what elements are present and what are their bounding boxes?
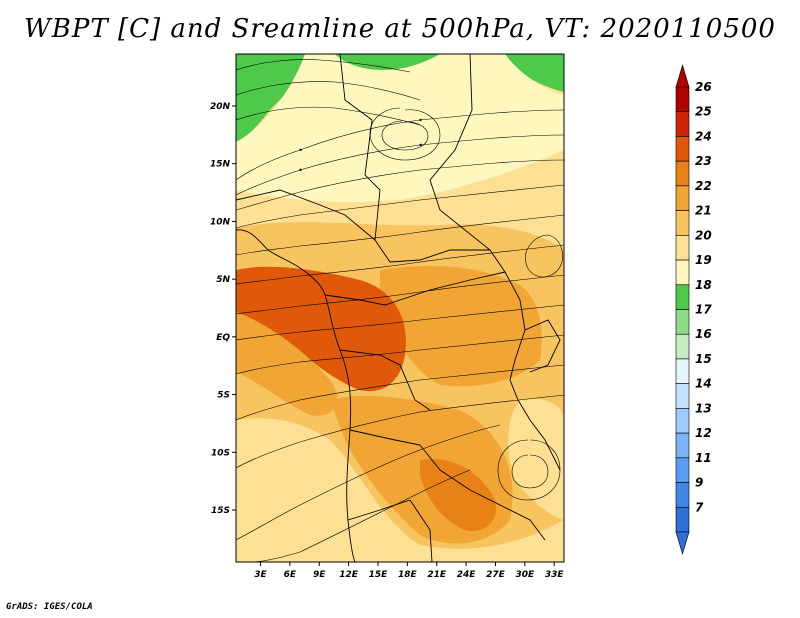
colorbar: 7 9 11 12 13 14 15 16 17 18 19 20 21 22 23 24 25 26: [675, 63, 712, 556]
streamline: [236, 106, 421, 126]
colorbar-label: 25: [695, 105, 712, 119]
region-east-pale: [508, 398, 564, 520]
colorbar-label: 23: [695, 154, 712, 168]
colorbar-segment: [675, 111, 690, 137]
colorbar-label: 13: [695, 401, 712, 415]
streamline-vortex: [369, 107, 441, 161]
chart-title: WBPT [C] and Sreamline at 500hPa, VT: 20…: [24, 14, 776, 44]
colorbar-label: 24: [695, 129, 712, 143]
streamline: [236, 134, 564, 196]
region-core-congo: [236, 266, 406, 392]
x-tick-label: 27E: [486, 570, 506, 580]
colorbar-segment: [675, 506, 690, 533]
x-tick-label: 15E: [369, 570, 389, 580]
streamline-vortex: [381, 120, 429, 151]
y-axis: 20N 15N 10N 5N EQ 5S 10S 15S: [210, 102, 236, 516]
colorbar-label: 12: [695, 426, 712, 440]
y-tick-label: 15N: [210, 160, 231, 170]
colorbar-segment: [675, 136, 690, 162]
colorbar-label: 17: [695, 303, 712, 317]
colorbar-segment: [675, 86, 690, 113]
streamline: [236, 109, 564, 181]
colorbar-label: 16: [695, 327, 712, 341]
colorbar-label: 9: [695, 476, 703, 490]
region-north-green-east: [505, 54, 564, 92]
colorbar-segment: [675, 358, 690, 384]
map-frame: [235, 53, 565, 563]
x-tick-label: 33E: [545, 570, 565, 580]
streamline: [236, 81, 421, 101]
colorbar-label: 21: [695, 204, 712, 218]
streamline-vortex: [511, 454, 549, 489]
y-tick-label: EQ: [216, 333, 230, 343]
streamline: [236, 59, 411, 73]
y-tick-label: 15S: [211, 506, 230, 516]
streamline: [236, 424, 501, 541]
streamline: [249, 469, 471, 562]
streamline: [236, 159, 564, 211]
colorbar-label: 19: [695, 253, 712, 267]
colorbar-segment: [675, 482, 690, 508]
region-east-orange: [380, 265, 542, 387]
streamline-vortex: [497, 439, 561, 501]
shaded-field: [236, 54, 564, 551]
streamline: [236, 214, 564, 256]
colorbar-segment: [675, 259, 690, 286]
x-tick-label: 18E: [398, 570, 418, 580]
colorbar-segment: [675, 457, 690, 483]
colorbar-segment: [675, 432, 690, 459]
streamline: [236, 334, 564, 375]
colorbar-label: 14: [695, 377, 712, 391]
streamline: [236, 184, 564, 229]
x-tick-label: 12E: [339, 570, 359, 580]
streamline: [236, 364, 564, 421]
colorbar-min-arrow: [675, 531, 690, 556]
y-tick-label: 5S: [217, 391, 230, 401]
streamline: [236, 394, 564, 469]
colorbar-label: 7: [695, 500, 704, 514]
streamlines: [236, 59, 564, 562]
colorbar-segment: [675, 284, 690, 310]
colorbar-label: 15: [695, 352, 712, 366]
colorbar-label: 11: [695, 451, 712, 465]
map-panel: [236, 54, 564, 562]
colorbar-segment: [675, 160, 690, 187]
x-tick-label: 21E: [427, 570, 447, 580]
colorbar-label: 22: [695, 179, 712, 193]
streamline: [236, 274, 564, 315]
region-southwest-pale: [236, 436, 329, 551]
streamline-vortex: [525, 234, 563, 278]
colorbar-label: 26: [695, 80, 712, 94]
colorbar-segment: [675, 333, 690, 360]
y-tick-label: 10S: [211, 448, 230, 458]
x-tick-label: 6E: [284, 570, 297, 580]
colorbar-segment: [675, 408, 690, 434]
y-tick-label: 20N: [210, 102, 231, 112]
x-tick-label: 3E: [254, 570, 267, 580]
colorbar-segment: [675, 309, 690, 335]
colorbar-segment: [675, 383, 690, 409]
credit-text: GrADS: IGES/COLA: [6, 602, 93, 612]
colorbar-max-arrow: [675, 63, 690, 88]
colorbar-segment: [675, 185, 690, 211]
y-tick-label: 10N: [210, 217, 231, 227]
region-south-core: [420, 459, 496, 531]
colorbar-segment: [675, 235, 690, 261]
x-tick-label: 30E: [515, 570, 535, 580]
streamline: [236, 304, 564, 341]
region-north-green-west: [236, 54, 305, 142]
streamline: [236, 244, 564, 285]
x-tick-label: 9E: [313, 570, 326, 580]
y-tick-label: 5N: [216, 275, 230, 285]
colorbar-segment: [675, 210, 690, 236]
x-axis: 3E 6E 9E 12E 15E 18E 21E 24E 27E 30E 33E: [254, 562, 564, 580]
colorbar-label: 18: [695, 278, 712, 292]
colorbar-label: 20: [695, 228, 712, 242]
country-borders: [236, 54, 561, 562]
x-tick-label: 24E: [457, 570, 477, 580]
